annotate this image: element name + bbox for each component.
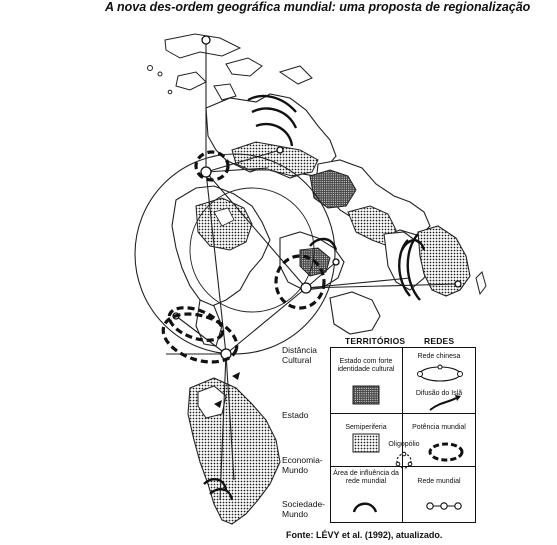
row-label-sociedade-mundo: Sociedade- Mundo [282,499,326,519]
madagascar [475,271,487,296]
source-citation: Fonte: LÉVY et al. (1992), atualizado. [286,530,443,540]
map-title: A nova des-ordem geográfica mundial: uma… [105,0,531,14]
legend-area-influencia-label: Área de influência da rede mundial [333,470,399,485]
row-label-economia-mundo: Economia- Mundo [282,455,323,475]
south-america-white [197,385,227,419]
legend-column-divider [402,347,403,523]
arrow-marks [214,372,240,408]
legend-row-divider-1 [330,413,476,414]
power-dashed-rings [161,150,326,364]
inner-projection-circle [189,187,315,313]
legend-difusao-isla-label: Difusão do Islã [415,390,463,397]
china-dense [309,169,357,209]
legend-header-redes: REDES [424,336,455,346]
legend-rede-chinesa-label: Rede chinesa [417,353,461,360]
africa-landmass [417,225,471,297]
arctic-islands [147,33,313,101]
legend-potencia-mundial-label: Potência mundial [412,424,466,431]
legend-rede-mundial-label: Rede mundial [417,478,461,485]
legend-header-territorios: TERRITÓRIOS [345,336,406,346]
network-nodes [172,35,462,360]
row-label-distancia-cultural: Distância Cultural [282,345,317,365]
siberia-dotted [231,141,319,177]
legend-estado-identidade-label: Estado com forte identidade cultural [337,358,395,373]
legend-row-divider-2 [330,466,476,467]
row-label-estado: Estado [282,410,309,420]
islam-diffusion-arcs [203,94,426,501]
oceania-landmass [329,291,381,335]
legend-semiperiferia-label: Semiperiferia [345,424,387,431]
hudson-bay [213,207,235,227]
legend-oligopolio-label: Oligopólio [388,441,420,448]
